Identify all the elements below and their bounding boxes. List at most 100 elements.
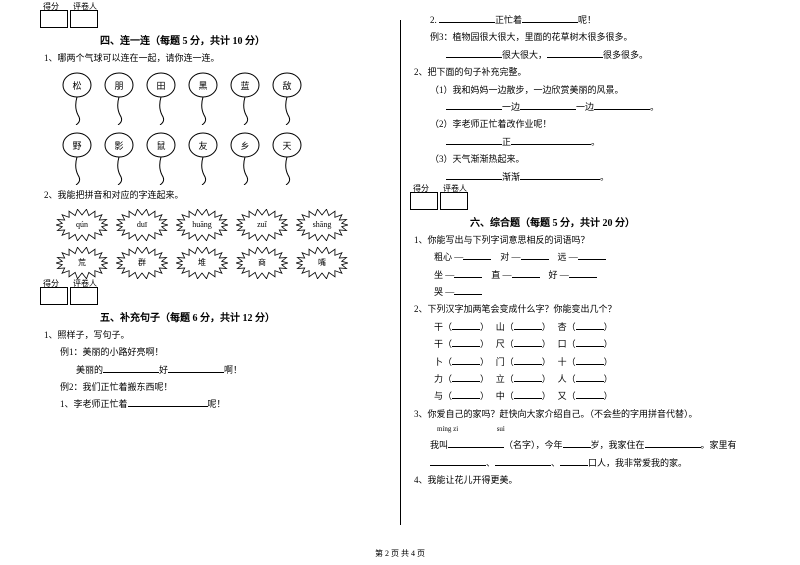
svg-text:松: 松 xyxy=(72,80,81,91)
reviewer-cell: 评卷人 xyxy=(70,287,98,305)
blank xyxy=(520,100,576,110)
text: 啊！ xyxy=(224,365,242,375)
char: 与（ xyxy=(434,391,452,401)
char: 杏（ xyxy=(558,322,576,332)
blank xyxy=(452,337,480,347)
text: 呢！ xyxy=(578,15,596,25)
paren: ） xyxy=(480,322,489,332)
balloon-icon: 蓝 xyxy=(228,71,262,125)
balloon: 天 xyxy=(270,131,304,185)
paren: ） xyxy=(542,357,551,367)
text: 。 xyxy=(591,137,600,147)
s5-q2-1: （1）我和妈妈一边散步，一边欣赏美丽的风景。 xyxy=(430,83,760,97)
pair-item: 直 — xyxy=(491,270,511,280)
text: 1、李老师正忙着 xyxy=(60,399,128,409)
paren: ） xyxy=(480,357,489,367)
sun-label: 荒 xyxy=(78,257,86,268)
blank xyxy=(514,355,542,365)
blank xyxy=(514,320,542,330)
blank xyxy=(514,389,542,399)
char: 卜（ xyxy=(434,357,452,367)
svg-text:蓝: 蓝 xyxy=(240,80,249,91)
score-box-4: 得分 评卷人 xyxy=(40,10,390,28)
text: 渐渐 xyxy=(502,172,520,182)
s6-q1: 1、你能写出与下列字词意思相反的词语吗？ xyxy=(414,233,760,247)
balloon: 田 xyxy=(144,71,178,125)
blank xyxy=(446,170,502,180)
score-label: 得分 xyxy=(43,278,59,289)
balloon: 鼠 xyxy=(144,131,178,185)
blank xyxy=(560,456,588,466)
reviewer-label: 评卷人 xyxy=(73,278,97,289)
text: 口人，我非常爱我的家。 xyxy=(588,458,687,468)
pair-item: 坐 — xyxy=(434,270,454,280)
balloon-icon: 影 xyxy=(102,131,136,185)
s6-q3-line1: 我叫 （名字），今年 岁，我家住在 。家里有 xyxy=(430,438,760,452)
char: 中（ xyxy=(496,391,514,401)
paren: ） xyxy=(480,339,489,349)
balloon-icon: 野 xyxy=(60,131,94,185)
sun-label: 堆 xyxy=(198,257,206,268)
paren: ） xyxy=(604,339,613,349)
blank xyxy=(452,372,480,382)
score-cell: 得分 xyxy=(40,287,68,305)
sun-shape: 商 xyxy=(236,247,288,279)
text: 正忙着 xyxy=(495,15,522,25)
s4-q2: 2、我能把拼音和对应的字连起来。 xyxy=(44,188,390,202)
balloon-icon: 友 xyxy=(186,131,220,185)
blank xyxy=(168,363,224,373)
s5-ex2a: 例2：我们正忙着搬东西呢！ xyxy=(60,380,390,394)
s6-q4: 4、我能让花儿开得更美。 xyxy=(414,473,760,487)
reviewer-cell: 评卷人 xyxy=(440,192,468,210)
paren: ） xyxy=(480,374,489,384)
balloon-icon: 朋 xyxy=(102,71,136,125)
blank xyxy=(446,48,502,58)
char: 十（ xyxy=(558,357,576,367)
blank xyxy=(452,389,480,399)
s6-q3-line2: 、、口人，我非常爱我的家。 xyxy=(430,456,760,470)
text: 。家里有 xyxy=(701,440,737,450)
blank xyxy=(563,438,591,448)
balloon: 友 xyxy=(186,131,220,185)
blank xyxy=(452,320,480,330)
s6-q3-pinyin: míng zi suì xyxy=(430,424,760,435)
text: 很大很大， xyxy=(502,50,547,60)
balloon-icon: 天 xyxy=(270,131,304,185)
s5-q2-1b: 一边一边。 xyxy=(446,100,760,114)
blank xyxy=(463,250,491,260)
sun-label: zuǐ xyxy=(257,220,267,229)
s6-q3: 3、你爱自己的家吗？赶快向大家介绍自己。（不会些的字用拼音代替）。 xyxy=(414,407,760,421)
pair-row: 哭 — xyxy=(434,285,760,299)
score-cell: 得分 xyxy=(40,10,68,28)
blank xyxy=(446,135,502,145)
svg-text:朋: 朋 xyxy=(114,81,123,91)
text: 、 xyxy=(486,458,495,468)
blank xyxy=(576,389,604,399)
text: （名字），今年 xyxy=(504,440,563,450)
s5-ex1a: 例1：美丽的小路好亮啊！ xyxy=(60,345,390,359)
svg-text:敌: 敌 xyxy=(282,80,291,91)
sun-label: 群 xyxy=(138,257,146,268)
svg-text:天: 天 xyxy=(282,141,291,151)
svg-text:友: 友 xyxy=(198,140,207,151)
pinyin: suì xyxy=(497,425,505,433)
pair-item: 粗心 — xyxy=(434,252,463,262)
column-divider xyxy=(400,20,401,525)
paren: ） xyxy=(604,391,613,401)
sun-label: shāng xyxy=(313,220,332,229)
reviewer-cell: 评卷人 xyxy=(70,10,98,28)
text: 岁，我家住在 xyxy=(591,440,645,450)
blank xyxy=(495,456,551,466)
balloon-icon: 黑 xyxy=(186,71,220,125)
stroke-row: 卜（） 门（） 十（） xyxy=(434,355,760,369)
balloon: 野 xyxy=(60,131,94,185)
section-6-title: 六、综合题（每题 5 分，共计 20 分） xyxy=(470,214,760,229)
stroke-row: 力（） 立（） 人（） xyxy=(434,372,760,386)
text: 很多很多。 xyxy=(603,50,648,60)
text: 我叫 xyxy=(430,440,448,450)
blank xyxy=(578,250,606,260)
pair-item: 对 — xyxy=(500,252,520,262)
right-column: 2. 正忙着呢！ 例3：植物园很大很大，里面的花草树木很多很多。 很大很大，很多… xyxy=(410,10,760,491)
balloon-icon: 乡 xyxy=(228,131,262,185)
pair-row: 坐 — 直 — 好 — xyxy=(434,268,760,282)
